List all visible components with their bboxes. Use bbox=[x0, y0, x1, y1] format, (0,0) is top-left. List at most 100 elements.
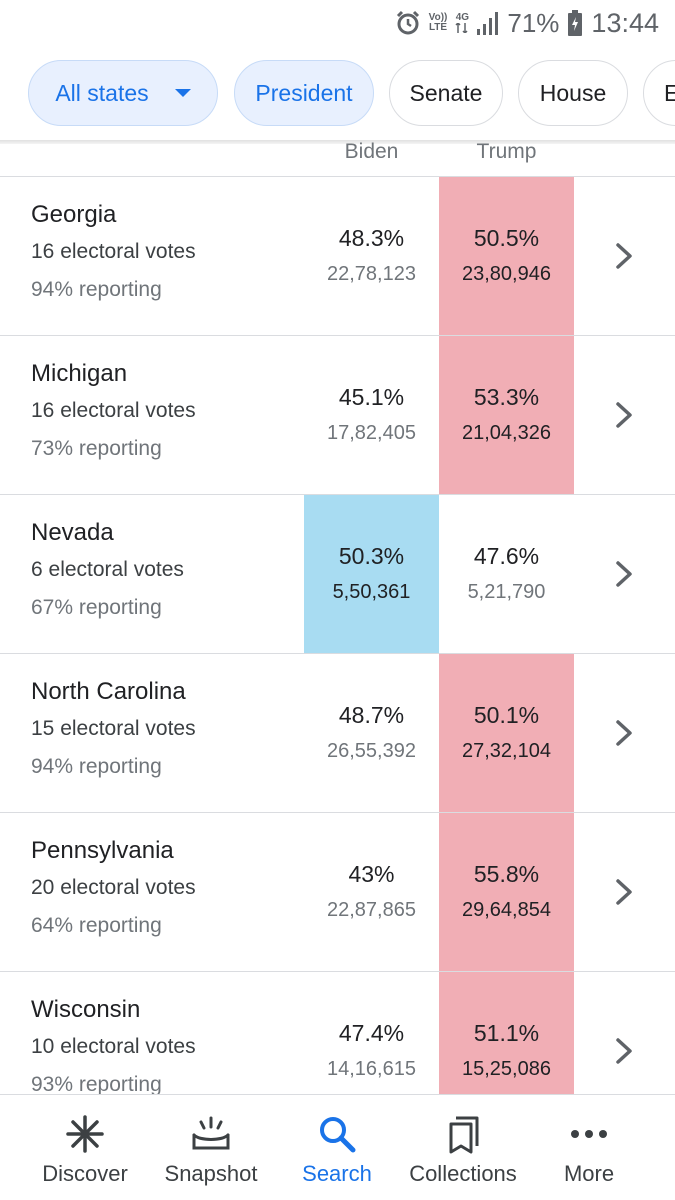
search-icon bbox=[315, 1113, 359, 1155]
nav-label: Discover bbox=[42, 1161, 128, 1186]
nav-discover[interactable]: Discover bbox=[20, 1095, 150, 1200]
state-name: Michigan bbox=[31, 360, 128, 387]
battery-percent: 71% bbox=[507, 7, 560, 38]
snapshot-icon bbox=[189, 1113, 233, 1155]
trump-result: 47.6% 5,21,790 bbox=[439, 495, 574, 653]
chevron-right-icon[interactable] bbox=[612, 559, 636, 589]
chip-house[interactable]: House bbox=[518, 60, 628, 126]
trump-result: 50.5% 23,80,946 bbox=[439, 177, 574, 335]
state-row[interactable]: Michigan 16 electoral votes 73% reporting 4… bbox=[0, 336, 675, 495]
signal-icon bbox=[477, 11, 499, 35]
trump-result: 51.1% 15,25,086 bbox=[439, 972, 574, 1094]
trump-votes: 21,04,326 bbox=[462, 422, 551, 444]
biden-votes: 14,16,615 bbox=[327, 1058, 416, 1080]
trump-votes: 29,64,854 bbox=[462, 899, 551, 921]
biden-result: 45.1% 17,82,405 bbox=[304, 336, 439, 494]
chevron-right-icon[interactable] bbox=[612, 877, 636, 907]
biden-percent: 50.3% bbox=[338, 543, 405, 569]
biden-votes: 17,82,405 bbox=[327, 422, 416, 444]
nav-more[interactable]: More bbox=[524, 1095, 654, 1200]
state-info: Michigan 16 electoral votes 73% reporting bbox=[31, 360, 196, 462]
network-type-text: 4G bbox=[455, 12, 470, 23]
column-header-trump: Trump bbox=[476, 140, 537, 163]
electoral-votes: 20 electoral votes bbox=[31, 876, 196, 899]
biden-votes: 26,55,392 bbox=[327, 740, 416, 762]
electoral-votes: 10 electoral votes bbox=[31, 1035, 196, 1058]
electoral-votes: 16 electoral votes bbox=[31, 240, 196, 263]
chevron-right-icon[interactable] bbox=[612, 1036, 636, 1066]
state-name: North Carolina bbox=[31, 678, 186, 705]
state-row[interactable]: Pennsylvania 20 electoral votes 64% report… bbox=[0, 813, 675, 972]
volte-icon: Vo)) LTE bbox=[429, 13, 448, 33]
collections-icon bbox=[441, 1113, 485, 1155]
battery-icon bbox=[567, 10, 583, 36]
state-row[interactable]: Georgia 16 electoral votes 94% reporting 48… bbox=[0, 177, 675, 336]
state-row[interactable]: Nevada 6 electoral votes 67% reporting 50.3… bbox=[0, 495, 675, 654]
nav-label: More bbox=[563, 1161, 615, 1186]
reporting-status: 93% reporting bbox=[31, 1073, 162, 1094]
state-name: Wisconsin bbox=[31, 996, 141, 1023]
state-name: Nevada bbox=[31, 519, 114, 546]
filter-chips: All states President Senate House E bbox=[0, 60, 675, 128]
biden-result: 48.3% 22,78,123 bbox=[304, 177, 439, 335]
state-info: Wisconsin 10 electoral votes 93% reporting bbox=[31, 996, 196, 1094]
nav-collections[interactable]: Collections bbox=[398, 1095, 528, 1200]
chevron-right-icon[interactable] bbox=[612, 400, 636, 430]
nav-snapshot[interactable]: Snapshot bbox=[146, 1095, 276, 1200]
caret-down-icon bbox=[174, 89, 191, 97]
clock-time: 13:44 bbox=[591, 7, 659, 38]
more-dots-icon bbox=[567, 1113, 611, 1155]
results-list: Georgia 16 electoral votes 94% reporting 48… bbox=[0, 176, 675, 1094]
asterisk-icon bbox=[63, 1113, 107, 1155]
electoral-votes: 16 electoral votes bbox=[31, 399, 196, 422]
biden-result: 48.7% 26,55,392 bbox=[304, 654, 439, 812]
chip-partial[interactable]: E bbox=[643, 60, 675, 126]
bottom-navigation: Discover Snapshot Search Collections Mor… bbox=[0, 1094, 675, 1200]
trump-votes: 23,80,946 bbox=[462, 263, 551, 285]
biden-result: 43% 22,87,865 bbox=[304, 813, 439, 971]
state-name: Pennsylvania bbox=[31, 837, 174, 864]
trump-votes: 5,21,790 bbox=[467, 581, 546, 603]
reporting-status: 73% reporting bbox=[31, 437, 162, 460]
reporting-status: 94% reporting bbox=[31, 278, 162, 301]
state-info: Pennsylvania 20 electoral votes 64% report… bbox=[31, 837, 196, 939]
biden-percent: 45.1% bbox=[338, 384, 405, 410]
biden-votes: 5,50,361 bbox=[332, 581, 411, 603]
electoral-votes: 15 electoral votes bbox=[31, 717, 196, 740]
biden-result: 50.3% 5,50,361 bbox=[304, 495, 439, 653]
chip-senate[interactable]: Senate bbox=[389, 60, 503, 126]
trump-percent: 50.1% bbox=[473, 702, 540, 728]
column-header-biden: Biden bbox=[344, 140, 399, 163]
chip-label: E bbox=[664, 79, 675, 106]
state-info: North Carolina 15 electoral votes 94% repo… bbox=[31, 678, 196, 780]
biden-percent: 48.7% bbox=[338, 702, 405, 728]
state-row[interactable]: Wisconsin 10 electoral votes 93% reporting… bbox=[0, 972, 675, 1094]
nav-label: Snapshot bbox=[164, 1161, 258, 1186]
chip-label: All states bbox=[55, 79, 149, 106]
chevron-right-icon[interactable] bbox=[612, 241, 636, 271]
nav-search[interactable]: Search bbox=[272, 1095, 402, 1200]
trump-result: 53.3% 21,04,326 bbox=[439, 336, 574, 494]
chevron-right-icon[interactable] bbox=[612, 718, 636, 748]
volte-bottom-text: LTE bbox=[428, 22, 448, 33]
biden-votes: 22,78,123 bbox=[327, 263, 416, 285]
alarm-icon bbox=[395, 10, 421, 36]
trump-result: 50.1% 27,32,104 bbox=[439, 654, 574, 812]
trump-percent: 47.6% bbox=[473, 543, 540, 569]
chip-president[interactable]: President bbox=[234, 60, 374, 126]
reporting-status: 64% reporting bbox=[31, 914, 162, 937]
biden-result: 47.4% 14,16,615 bbox=[304, 972, 439, 1094]
trump-percent: 50.5% bbox=[473, 225, 540, 251]
chip-label: House bbox=[539, 79, 607, 106]
trump-percent: 51.1% bbox=[473, 1020, 540, 1046]
biden-percent: 48.3% bbox=[338, 225, 405, 251]
chip-label: President bbox=[255, 79, 353, 106]
trump-votes: 15,25,086 bbox=[462, 1058, 551, 1080]
biden-votes: 22,87,865 bbox=[327, 899, 416, 921]
chip-label: Senate bbox=[409, 79, 483, 106]
status-bar: Vo)) LTE 4G 71% 13:44 bbox=[0, 0, 675, 46]
chip-all-states[interactable]: All states bbox=[28, 60, 218, 126]
header-divider bbox=[0, 140, 675, 144]
trump-percent: 53.3% bbox=[473, 384, 540, 410]
state-row[interactable]: North Carolina 15 electoral votes 94% repo… bbox=[0, 654, 675, 813]
